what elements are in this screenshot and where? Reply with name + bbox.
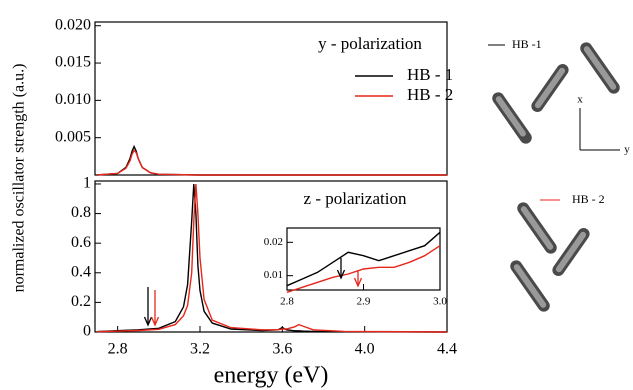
x-tick-label: 3.0 [433, 296, 447, 308]
y-tick-label: 0.6 [71, 234, 91, 251]
y-tick-label: 0.01 [264, 269, 283, 281]
legend-label: HB - 2 [407, 85, 453, 104]
side-label: HB - 2 [572, 192, 605, 206]
x-tick-label: 4.0 [355, 341, 375, 358]
x-tick-label: 4.4 [437, 341, 457, 358]
figure: x y HB -1 HB - 2 0.0050.0100.0150.020HB … [0, 0, 633, 390]
x-tick-label: 3.2 [190, 341, 210, 358]
x-axis-label: energy (eV) [214, 363, 329, 389]
axis-label: x [577, 94, 583, 106]
y-tick-label: 0.8 [71, 204, 91, 221]
y-tick-label: 0.010 [55, 91, 91, 108]
annotation: z - polarization [304, 189, 407, 208]
y-tick-label: 0.4 [71, 263, 91, 280]
molecules [490, 40, 622, 314]
y-tick-label: 0 [83, 323, 91, 340]
x-tick-label: 2.8 [280, 296, 294, 308]
x-tick-label: 2.8 [108, 341, 128, 358]
y-tick-label: 0.2 [71, 293, 91, 310]
y-tick-label: 0.005 [55, 128, 91, 145]
y-axis-label: normalized oscillator strength (a.u.) [11, 64, 28, 293]
side-label: HB -1 [512, 37, 542, 51]
x-tick-label: 3.6 [272, 341, 292, 358]
y-tick-label: 0.02 [264, 236, 283, 248]
y-tick-label: 0.015 [55, 54, 91, 71]
y-tick-label: 1 [83, 175, 91, 192]
y-tick-label: 0.020 [55, 16, 91, 33]
axis-label: y [624, 144, 630, 156]
annotation: y - polarization [318, 34, 422, 53]
x-tick-label: 2.9 [357, 296, 371, 308]
legend-label: HB - 1 [407, 65, 453, 84]
